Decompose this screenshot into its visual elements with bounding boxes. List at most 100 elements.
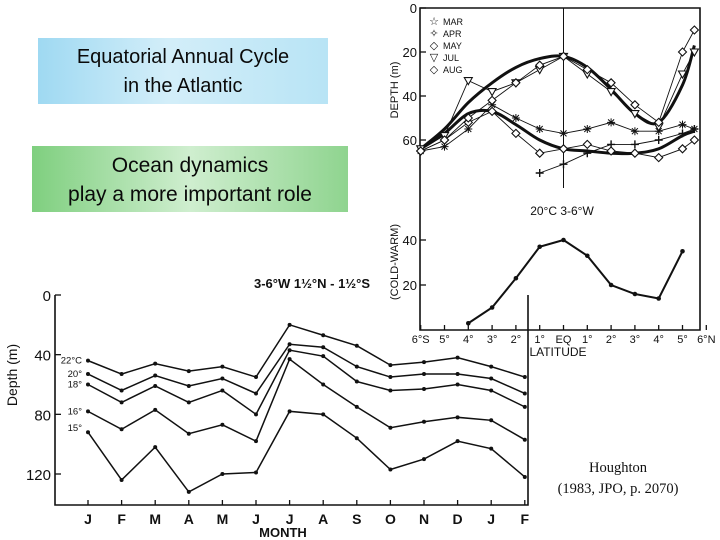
chart2-marker [439,135,450,145]
chart1-point [153,373,158,378]
chart3-point [537,244,542,250]
chart1-point [220,376,225,381]
chart2-marker [559,160,568,169]
chart2-marker [607,118,616,127]
chart1-point [321,412,326,417]
chart1-point [522,474,527,479]
chart1-point [388,467,393,472]
chart2-marker [629,110,640,119]
chart1-point [254,391,258,396]
chart2-legend-marker: ✧ [429,28,438,40]
chart2-marker [535,169,544,177]
chart2-marker [487,95,497,106]
chart3-xtick-label: 1° [582,334,593,346]
chart2-marker [606,88,617,97]
chart1-point [354,364,359,369]
chart1-point [522,375,527,380]
chart2-marker [606,78,616,88]
chart1-point [321,382,326,387]
chart2-marker [630,127,639,136]
chart3-ylabel: (COLD-WARM) [389,224,401,300]
chart1-point [422,360,426,365]
chart3-title: 20°C 3-6°W [530,204,594,218]
chart1-xtick-label: A [184,511,194,527]
chart2-legend-marker: ▽ [430,52,439,64]
chart1-point [119,388,124,393]
chart2-marker [654,136,663,144]
chart2-marker [559,129,568,138]
chart1-xtick-label: S [352,511,361,527]
chart1-ytick-label: 0 [43,288,51,305]
chart2-legend-label: MAY [443,41,462,51]
chart1-point [354,343,359,348]
chart3-ytick-label: 40 [403,233,417,248]
chart1-point [220,472,225,476]
chart1-point [489,418,494,423]
chart3-xtick-label: 6°N [697,334,716,346]
chart1-point [86,372,90,377]
chart3-xtick-label: 4° [653,334,664,346]
chart1-point [287,342,292,347]
chart1-point [86,382,90,387]
chart1-point [153,361,158,366]
chart3-xtick-label: 5° [439,334,450,346]
chart2-series-line [539,128,695,174]
chart2-marker [678,120,687,129]
chart1-point [287,409,292,414]
chart3-point [608,282,614,288]
chart2-ylabel: DEPTH (m) [389,62,401,119]
subtitle-line-1: Ocean dynamics [111,154,269,177]
chart2-marker [487,106,497,117]
chart3-xtick-label: 2° [511,334,522,346]
chart3-xtick-label: 6°S [412,334,430,346]
chart1-point [86,358,90,363]
chart1-point [287,348,292,353]
chart1-point [489,364,494,369]
chart1-point [422,419,426,424]
chart3-xtick-label: 2° [606,334,617,346]
chart1-point [254,470,258,475]
chart1-point [321,345,326,350]
chart1-point [354,404,359,409]
chart2-marker [582,64,593,75]
chart2-marker [463,113,474,123]
chart1-point [86,430,90,435]
chart3-point [561,237,566,243]
chart3-xtick-label: 3° [487,334,498,346]
chart2-marker [583,149,592,158]
chart2-frame [419,7,701,188]
chart3-xlabel: LATITUDE [529,345,586,359]
chart3-frame [419,188,701,331]
chart2-marker [582,139,593,150]
chart1-series-label: 15° [68,423,83,434]
chart1-point [388,375,393,380]
subtitle-box: Ocean dynamics play a more important rol… [32,146,348,212]
chart1-point [220,422,225,427]
chart1-point [489,388,494,393]
chart1-point [321,354,326,359]
chart3-point [632,291,638,297]
chart1-point [287,322,292,327]
chart1-series-line [87,410,526,493]
chart1-xtick-label: J [252,511,260,527]
chart1-point [254,412,258,417]
citation-author: Houghton [589,460,647,476]
chart2-marker [440,142,449,151]
chart2-legend-label: APR [443,29,462,39]
chart2-marker [630,100,640,110]
chart1-point [455,355,460,360]
chart1-point [119,372,124,377]
chart1-ytick-label: 80 [34,407,51,424]
chart1-point [153,407,158,412]
chart2-marker [463,77,474,86]
chart1-point [455,439,460,444]
chart1-point [220,364,225,369]
chart1-series-line [87,357,526,443]
chart1-point [522,404,527,409]
chart1-point [220,388,225,393]
chart1-point [422,386,426,391]
chart1-series-label: 20° [68,369,83,380]
chart2-marker [534,148,545,158]
chart1-point [153,445,158,450]
